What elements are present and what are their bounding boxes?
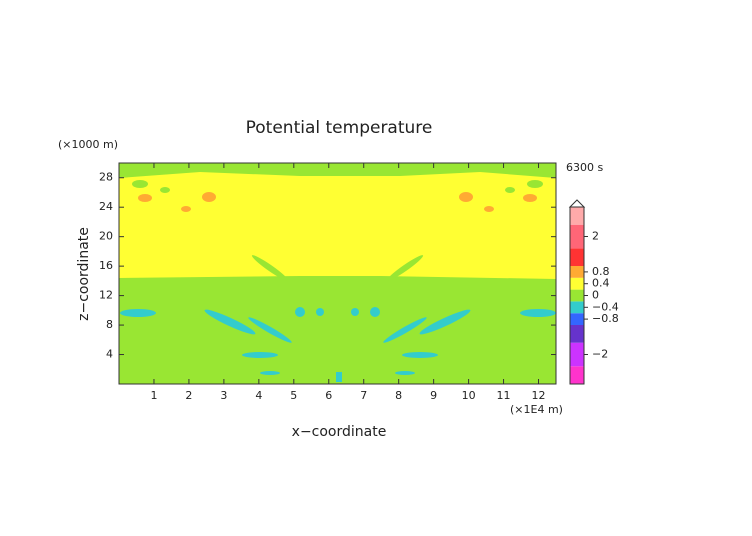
colorbar-band: [570, 325, 584, 343]
time-label: 6300 s: [566, 161, 603, 174]
x-tick-label: 3: [220, 389, 227, 402]
colorbar-label: −2: [592, 348, 608, 361]
colorbar-label: −0.8: [592, 312, 619, 325]
x-unit: (×1E4 m): [510, 403, 563, 416]
colorbar-band: [570, 342, 584, 367]
colorbar-band: [570, 207, 584, 225]
colorbar-band: [570, 313, 584, 325]
colorbar-band: [570, 301, 584, 314]
colorbar-label: 0.8: [592, 265, 610, 278]
cool-blobs: [132, 180, 543, 281]
field: [119, 163, 556, 384]
anomalies: [120, 307, 556, 382]
x-tick-label: 9: [430, 389, 437, 402]
x-axis-label: x−coordinate: [292, 424, 387, 440]
colorbar-band: [570, 277, 584, 290]
plot-frame: [118, 162, 557, 385]
x-tick-label: 12: [532, 389, 546, 402]
colorbar-band: [570, 266, 584, 278]
colorbar-band: [570, 224, 584, 249]
x-tick-label: 8: [395, 389, 402, 402]
x-tick-label: 2: [185, 389, 192, 402]
y-tick-label: 28: [99, 171, 113, 184]
y-tick-label: 16: [99, 259, 113, 272]
warm-anomalies: [138, 192, 537, 212]
x-tick-label: 4: [255, 389, 262, 402]
x-tick-label: 1: [150, 389, 157, 402]
field-lower: [119, 276, 556, 384]
colorbar-label: 0.4: [592, 277, 610, 290]
y-tick-label: 12: [99, 289, 113, 302]
colorbar-band: [570, 248, 584, 266]
colorbar-label: 2: [592, 230, 599, 243]
chart-title: Potential temperature: [246, 118, 433, 138]
colorbar-band: [570, 366, 584, 384]
y-unit: (×1000 m): [58, 138, 118, 151]
y-tick-label: 4: [106, 348, 113, 361]
y-axis-label: z−coordinate: [76, 227, 92, 321]
colorbar-label: 0: [592, 289, 599, 302]
colorbar-label: −0.4: [592, 300, 619, 313]
y-tick-label: 20: [99, 230, 113, 243]
x-tick-label: 10: [462, 389, 476, 402]
x-tick-label: 7: [360, 389, 367, 402]
field-top: [119, 163, 556, 178]
colorbar-arrow: [568, 199, 586, 208]
y-tick-label: 8: [106, 318, 113, 331]
y-tick-label: 24: [99, 200, 113, 213]
colorbar-band: [570, 289, 584, 302]
x-tick-label: 11: [497, 389, 511, 402]
x-tick-label: 5: [290, 389, 297, 402]
x-tick-label: 6: [325, 389, 332, 402]
